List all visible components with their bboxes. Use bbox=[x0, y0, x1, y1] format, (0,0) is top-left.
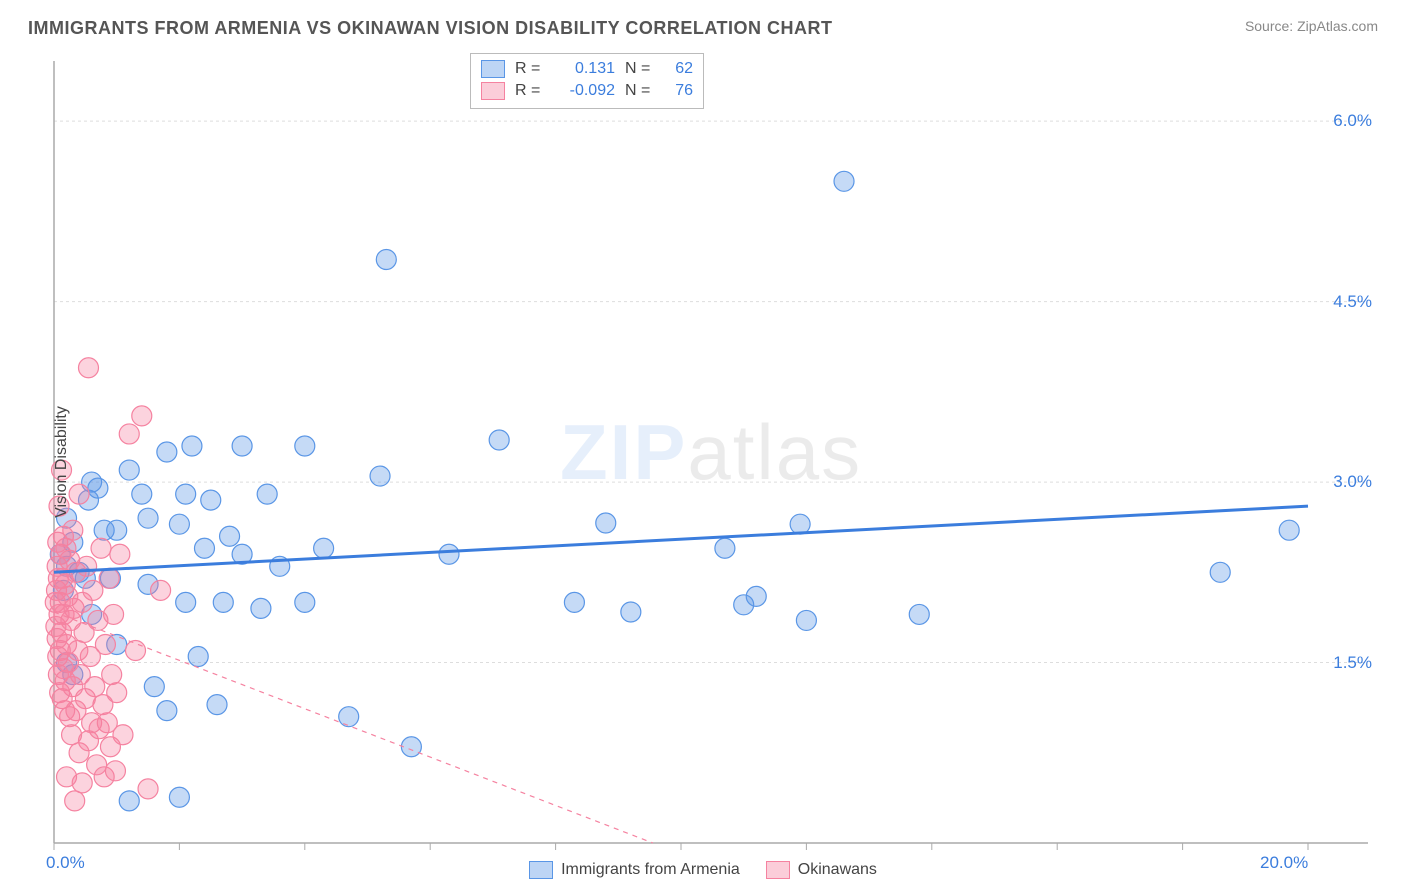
x-tick-label: 0.0% bbox=[46, 853, 85, 873]
chart-title: IMMIGRANTS FROM ARMENIA VS OKINAWAN VISI… bbox=[28, 18, 833, 39]
stats-box: R = 0.131 N = 62 R = -0.092 N = 76 bbox=[470, 53, 704, 109]
x-tick-label: 20.0% bbox=[1260, 853, 1308, 873]
swatch-pink-icon bbox=[766, 861, 790, 879]
stats-row-pink: R = -0.092 N = 76 bbox=[481, 80, 693, 102]
legend-item-blue: Immigrants from Armenia bbox=[529, 861, 740, 879]
y-tick-label: 1.5% bbox=[1322, 653, 1372, 673]
chart-container: Vision Disability ZIPatlas R = 0.131 N =… bbox=[0, 47, 1406, 877]
legend-item-pink: Okinawans bbox=[766, 861, 877, 879]
legend: Immigrants from Armenia Okinawans bbox=[0, 861, 1406, 879]
y-tick-label: 4.5% bbox=[1322, 292, 1372, 312]
swatch-pink-icon bbox=[481, 82, 505, 100]
y-axis-label: Vision Disability bbox=[53, 406, 71, 518]
swatch-blue-icon bbox=[529, 861, 553, 879]
scatter-chart bbox=[0, 47, 1406, 877]
y-tick-label: 3.0% bbox=[1322, 472, 1372, 492]
y-tick-label: 6.0% bbox=[1322, 111, 1372, 131]
stats-row-blue: R = 0.131 N = 62 bbox=[481, 58, 693, 80]
chart-source: Source: ZipAtlas.com bbox=[1245, 18, 1378, 34]
swatch-blue-icon bbox=[481, 60, 505, 78]
